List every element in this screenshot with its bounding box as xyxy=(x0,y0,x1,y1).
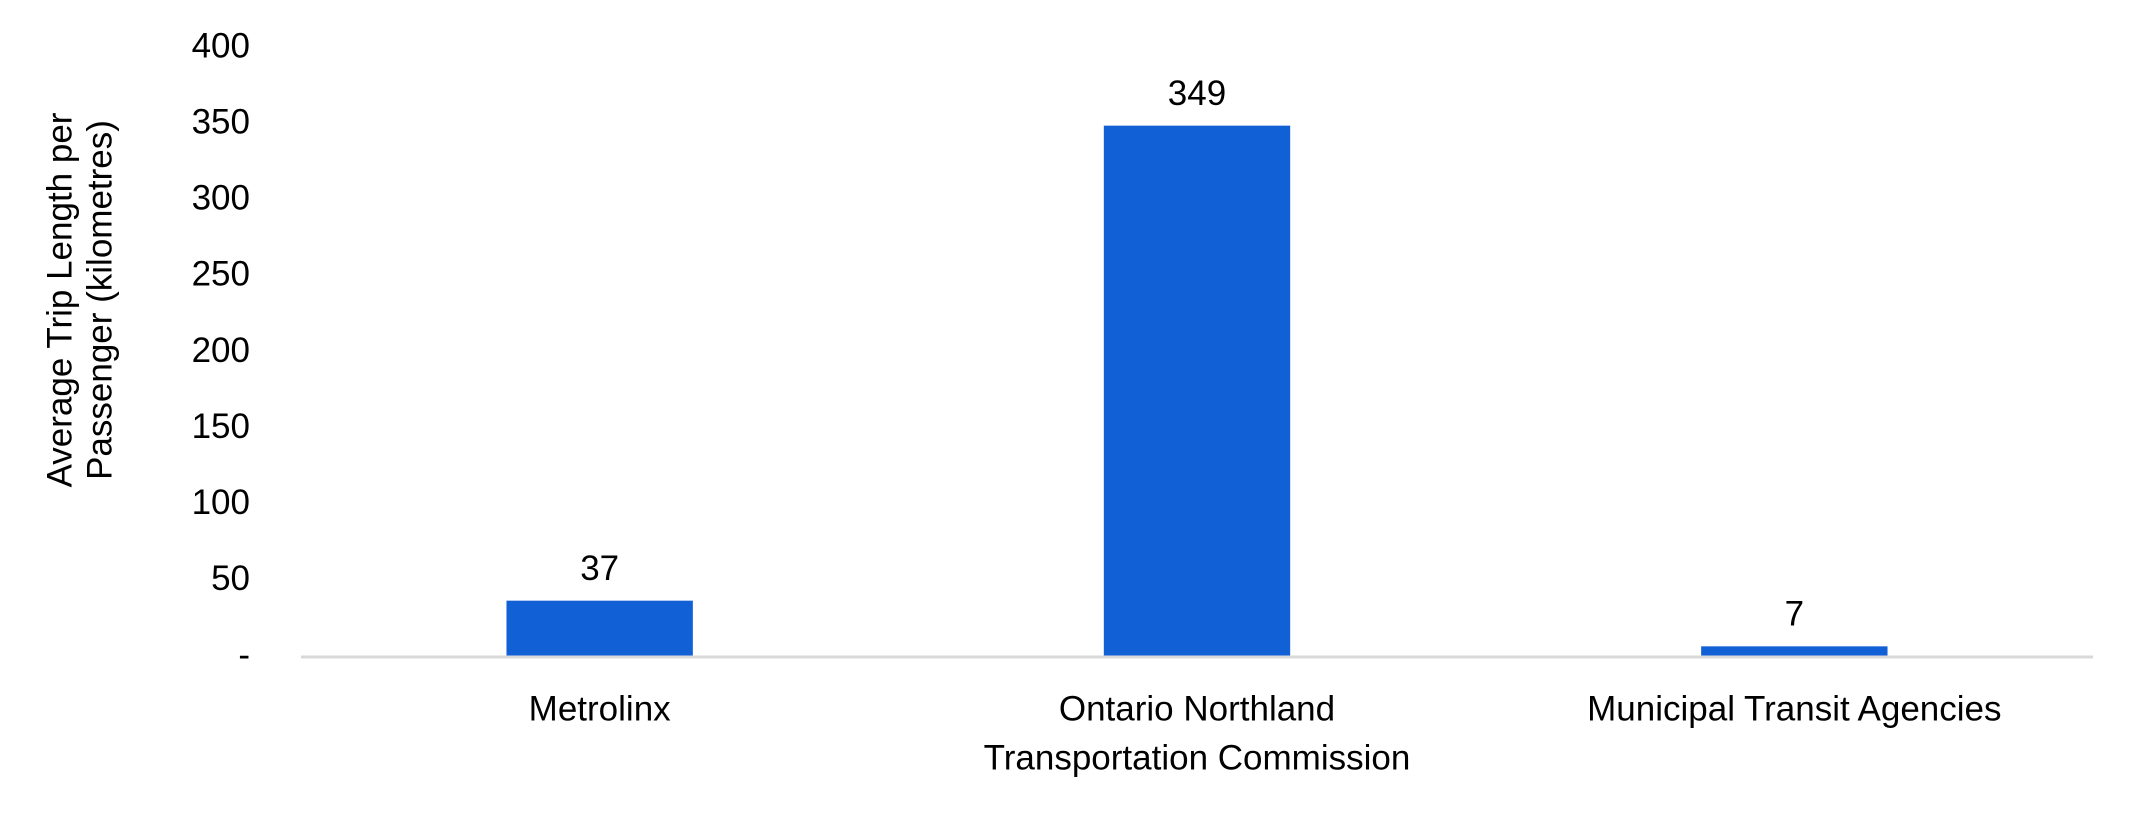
x-tick-label: Municipal Transit Agencies xyxy=(1587,689,2001,728)
bar xyxy=(506,600,693,657)
y-tick-label: 100 xyxy=(192,483,250,522)
data-label: 7 xyxy=(1785,595,1804,634)
y-tick-label: 200 xyxy=(192,331,250,370)
y-tick-label: - xyxy=(238,635,250,674)
data-label: 37 xyxy=(580,549,619,588)
bar xyxy=(1103,125,1291,657)
x-tick-label: Ontario Northland xyxy=(1059,689,1335,728)
y-tick-label: 50 xyxy=(211,559,250,598)
data-label: 349 xyxy=(1168,74,1226,113)
y-tick-label: 250 xyxy=(192,255,250,294)
x-tick-label: Transportation Commission xyxy=(984,738,1411,777)
y-tick-label: 150 xyxy=(192,407,250,446)
bar xyxy=(1701,646,1888,657)
y-axis-label: Passenger (kilometres) xyxy=(80,120,119,480)
y-tick-label: 350 xyxy=(192,102,250,141)
y-tick-label: 400 xyxy=(192,26,250,65)
y-tick-label: 300 xyxy=(192,179,250,218)
x-tick-label: Metrolinx xyxy=(529,689,671,728)
y-axis-label: Average Trip Length per xyxy=(40,112,79,487)
